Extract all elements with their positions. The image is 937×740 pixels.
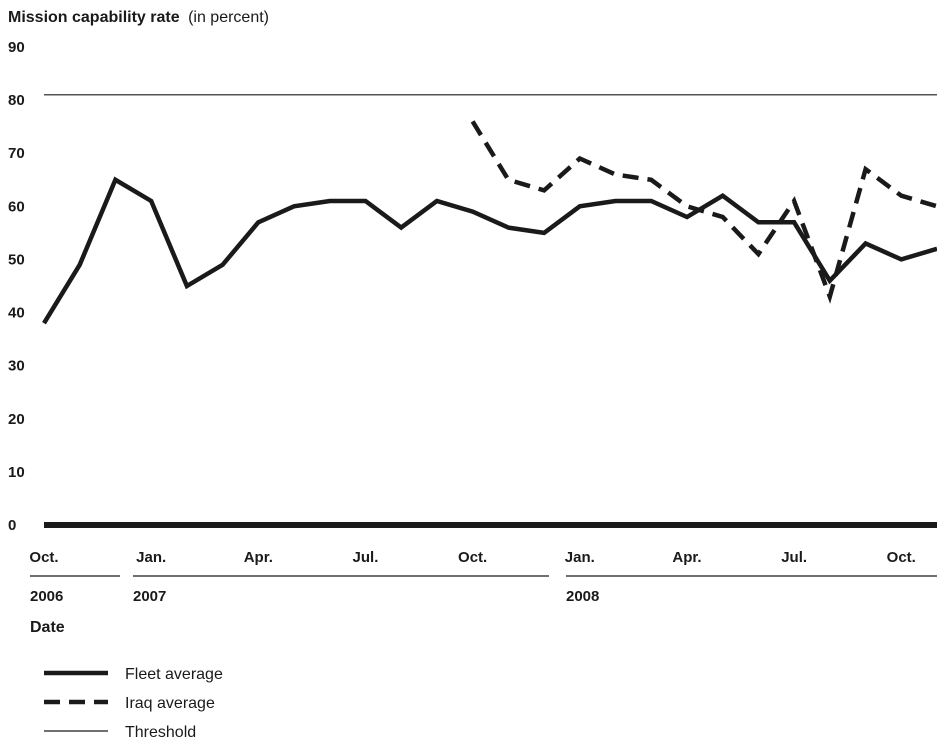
- y-tick-label: 40: [8, 305, 25, 322]
- y-tick-label: 50: [8, 251, 25, 268]
- y-tick-label: 30: [8, 358, 25, 375]
- x-axis-title: Date: [30, 619, 65, 636]
- x-tick-label: Apr.: [244, 549, 273, 566]
- x-tick-label: Oct.: [887, 549, 916, 566]
- x-year-label: 2007: [133, 588, 166, 605]
- legend-label-fleet-average: Fleet average: [125, 666, 223, 683]
- x-tick-label: Jan.: [136, 549, 166, 566]
- x-tick-label: Oct.: [458, 549, 487, 566]
- y-tick-label: 10: [8, 464, 25, 481]
- y-tick-label: 20: [8, 411, 25, 428]
- x-tick-label: Oct.: [29, 549, 58, 566]
- x-tick-label: Apr.: [672, 549, 701, 566]
- series-layer: [42, 94, 937, 325]
- legend-label-iraq-average: Iraq average: [125, 695, 215, 712]
- y-tick-label: 80: [8, 92, 25, 109]
- x-tick-label: Jul.: [781, 549, 807, 566]
- chart-title: Mission capability rate (in percent): [8, 9, 269, 26]
- legend-label-threshold: Threshold: [125, 724, 196, 740]
- chart-title-main: Mission capability rate: [8, 9, 180, 26]
- series-line-fleet-average: [42, 176, 937, 325]
- x-tick-label: Jan.: [565, 549, 595, 566]
- x-tick-label: Jul.: [353, 549, 379, 566]
- y-tick-label: 0: [8, 517, 16, 534]
- y-tick-label: 60: [8, 198, 25, 215]
- x-year-label: 2006: [30, 588, 63, 605]
- x-axis-year-labels: 2006 2007 2008: [30, 588, 599, 605]
- series-line-iraq-average: [470, 120, 937, 304]
- legend: Fleet average Iraq average Threshold: [44, 666, 223, 740]
- chart-title-suffix: (in percent): [188, 9, 269, 26]
- y-tick-label: 90: [8, 39, 25, 56]
- x-axis-month-labels: Oct. Jan. Apr. Jul. Oct. Jan. Apr. Jul. Oct.: [29, 549, 915, 566]
- y-tick-label: 70: [8, 145, 25, 162]
- y-axis-ticks: 0 10 20 30 40 50 60 70 80 90: [8, 39, 25, 534]
- x-year-label: 2008: [566, 588, 599, 605]
